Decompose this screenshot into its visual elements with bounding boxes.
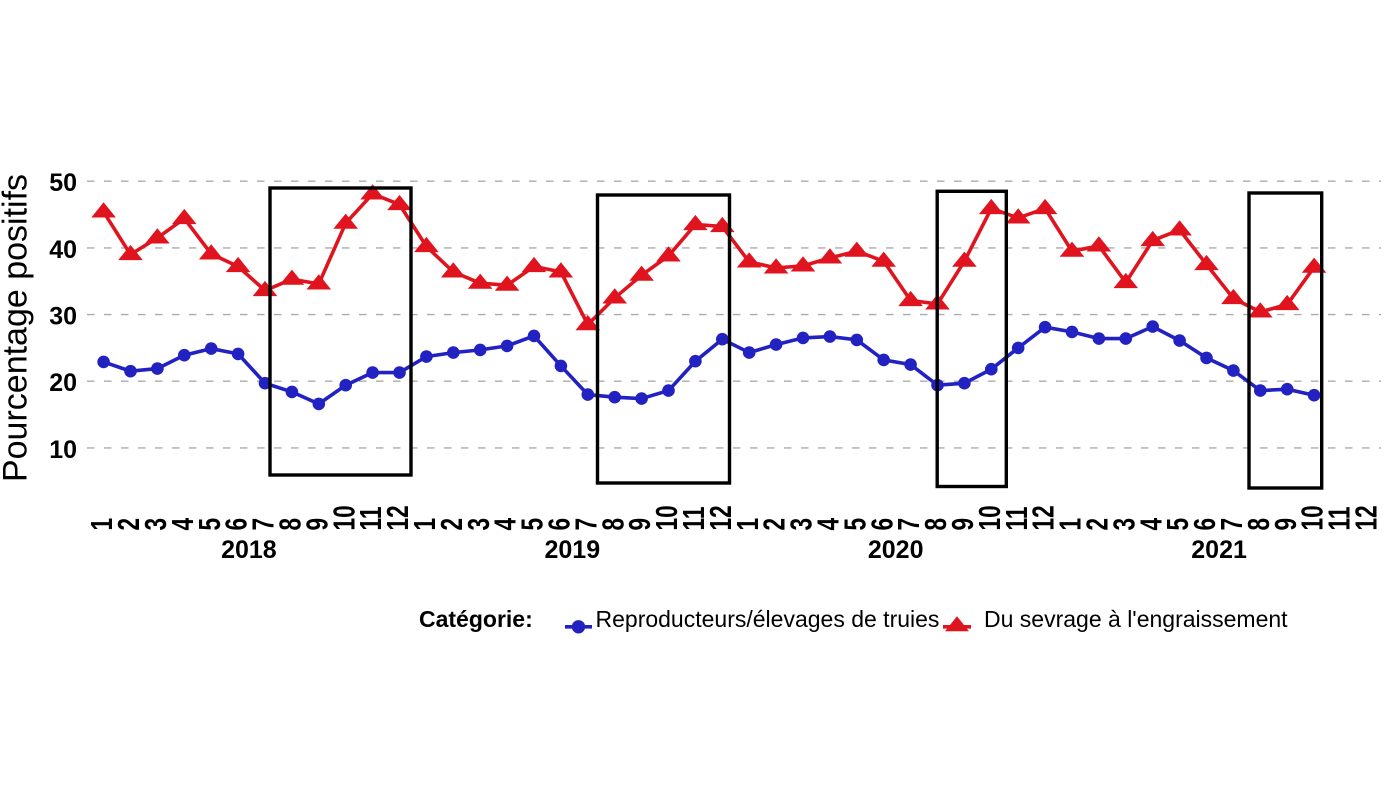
svg-text:1: 1 <box>84 518 119 531</box>
svg-text:6: 6 <box>541 518 576 531</box>
svg-text:3: 3 <box>137 518 172 531</box>
svg-text:4: 4 <box>487 518 522 531</box>
svg-text:7: 7 <box>245 518 280 531</box>
svg-text:12: 12 <box>702 505 737 530</box>
svg-text:9: 9 <box>944 518 979 531</box>
svg-text:6: 6 <box>864 518 899 531</box>
svg-text:12: 12 <box>1348 505 1383 530</box>
svg-text:Reproducteurs/élevages de trui: Reproducteurs/élevages de truies <box>596 606 940 632</box>
svg-text:8: 8 <box>918 518 953 531</box>
svg-text:7: 7 <box>1213 518 1248 531</box>
svg-text:2019: 2019 <box>544 536 600 564</box>
svg-text:1: 1 <box>729 518 764 531</box>
svg-text:7: 7 <box>891 518 926 531</box>
svg-text:2: 2 <box>1079 518 1114 531</box>
svg-text:2: 2 <box>756 518 791 531</box>
svg-text:7: 7 <box>568 518 603 531</box>
svg-text:4: 4 <box>1133 518 1168 531</box>
svg-text:1: 1 <box>406 518 441 531</box>
svg-text:10: 10 <box>49 436 77 464</box>
svg-text:5: 5 <box>1160 518 1195 531</box>
svg-text:1: 1 <box>1052 518 1087 531</box>
svg-text:11: 11 <box>1321 507 1356 531</box>
svg-text:10: 10 <box>326 505 361 530</box>
svg-text:12: 12 <box>1025 505 1060 530</box>
svg-text:5: 5 <box>514 518 549 531</box>
svg-text:Catégorie:: Catégorie: <box>419 606 533 632</box>
svg-text:10: 10 <box>1294 505 1329 530</box>
svg-text:9: 9 <box>622 518 657 531</box>
svg-text:11: 11 <box>675 507 710 531</box>
svg-text:2: 2 <box>111 518 146 531</box>
svg-text:5: 5 <box>191 518 226 531</box>
svg-text:20: 20 <box>49 369 77 397</box>
svg-text:4: 4 <box>810 518 845 531</box>
svg-text:3: 3 <box>783 518 818 531</box>
svg-text:9: 9 <box>299 518 334 531</box>
svg-text:2021: 2021 <box>1191 536 1247 564</box>
svg-text:Pourcentage positifs: Pourcentage positifs <box>0 174 35 482</box>
svg-text:4: 4 <box>164 518 199 531</box>
svg-text:30: 30 <box>49 303 77 331</box>
svg-text:2: 2 <box>433 518 468 531</box>
svg-text:5: 5 <box>837 518 872 531</box>
svg-text:9: 9 <box>1267 518 1302 531</box>
svg-text:3: 3 <box>1106 518 1141 531</box>
svg-text:2018: 2018 <box>221 536 277 564</box>
svg-text:12: 12 <box>380 505 415 530</box>
svg-text:Du sevrage à l'engraissement: Du sevrage à l'engraissement <box>984 606 1288 632</box>
svg-text:11: 11 <box>353 507 388 531</box>
svg-text:3: 3 <box>460 518 495 531</box>
svg-text:10: 10 <box>649 505 684 530</box>
svg-text:6: 6 <box>1187 518 1222 531</box>
svg-text:8: 8 <box>595 518 630 531</box>
svg-text:8: 8 <box>1240 518 1275 531</box>
svg-text:6: 6 <box>218 518 253 531</box>
svg-text:11: 11 <box>998 507 1033 531</box>
svg-text:2020: 2020 <box>868 536 924 564</box>
svg-text:50: 50 <box>49 169 77 197</box>
svg-text:40: 40 <box>49 236 77 264</box>
svg-text:10: 10 <box>971 505 1006 530</box>
svg-text:8: 8 <box>272 518 307 531</box>
